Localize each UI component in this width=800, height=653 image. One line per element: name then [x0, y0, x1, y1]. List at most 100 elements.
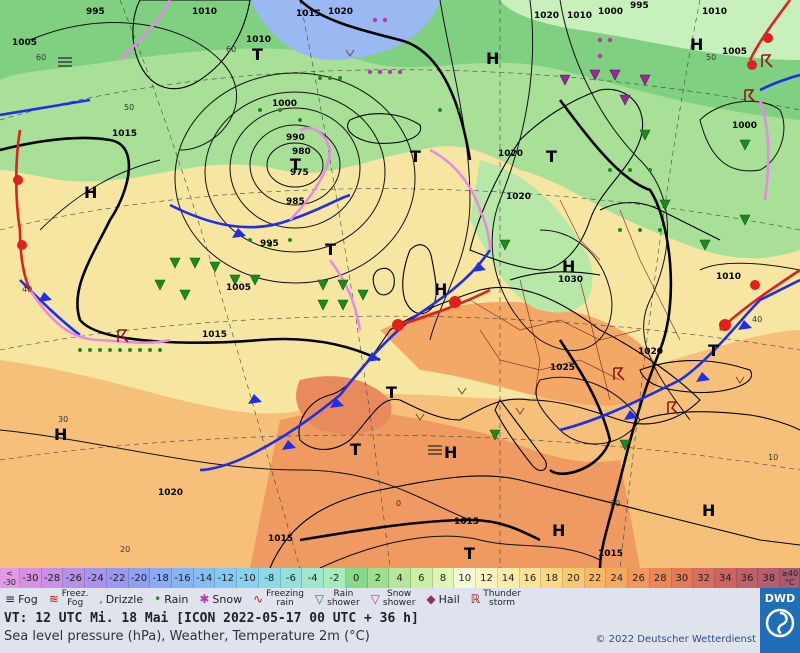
legend-thunderstorm-line2: storm [489, 598, 516, 608]
isobar-label: 990 [286, 133, 305, 143]
color-scale-step: 14 [497, 568, 520, 588]
occlusions [28, 0, 770, 345]
isobar-label: 1020 [498, 149, 523, 159]
color-scale-step: 26 [628, 568, 650, 588]
arctic-zone [250, 0, 440, 61]
isobar-label: 1010 [716, 272, 741, 282]
legend-snow-label: Snow [212, 592, 243, 606]
isobar-labels: 995 1010 1005 1015 1020 1010 1000 980 97… [12, 1, 757, 559]
high-pressure-center: H [54, 425, 67, 444]
warm-front-bumps [13, 33, 773, 331]
high-pressure-center: H [444, 443, 457, 462]
legend-thunderstorm-line1: Thunder [483, 589, 521, 599]
isobar-label: 1015 [112, 129, 137, 139]
legend-freezing-rain: ∿ Freezing rain [248, 590, 304, 608]
low-pressure-center: T [252, 45, 263, 64]
snow-shower-icon: ▽ [370, 592, 380, 606]
legend-rain-shower-line1: Rain [333, 589, 354, 599]
isobar-label: 1015 [268, 534, 293, 544]
legend-freezing-fog-line1: Freez. [61, 589, 89, 599]
isobar-label: 1015 [454, 517, 479, 527]
isobar-label: 1025 [550, 363, 575, 373]
latitude-label: 30 [58, 415, 68, 424]
color-scale-step: 28 [649, 568, 672, 588]
fog-symbols [58, 57, 442, 455]
thunderstorm-icon: ℝ [470, 592, 481, 606]
isobar-label: 985 [286, 197, 305, 207]
hot-zone-africa [250, 411, 640, 568]
isobar-label: 1005 [12, 38, 37, 48]
legend-fog: ≡ Fog [0, 592, 38, 606]
isobar-label: 1000 [732, 121, 757, 131]
isobar-label: 1020 [506, 192, 531, 202]
dust-symbols [345, 49, 745, 421]
legend-rain-shower: ▽ Rain shower [310, 590, 360, 608]
color-scale-step: -30 [20, 568, 42, 588]
color-scale-high-edge: ≥40 °C [780, 568, 800, 588]
legend-freezing-fog: ≋ Freez. Fog [44, 590, 89, 608]
latitude-label: 40 [22, 285, 32, 294]
isobar-label: 980 [292, 147, 311, 157]
graticule [0, 0, 800, 568]
color-scale-step: 6 [410, 568, 433, 588]
graticule-labels: 60 60 50 50 40 40 30 20 20 0 10 [22, 45, 778, 554]
isobar-label: 1020 [158, 488, 183, 498]
high-pressure-center: H [434, 280, 447, 299]
legend-freezing-rain-line2: rain [276, 598, 294, 608]
legend-snow-shower-line1: Snow [386, 589, 412, 599]
color-scale-step: 10 [454, 568, 477, 588]
dwd-logo: DWD [760, 588, 800, 653]
low-pressure-center: T [464, 544, 475, 563]
isobar-label: 1020 [534, 11, 559, 21]
low-pressure-center: T [708, 341, 719, 360]
color-scale-step: 16 [519, 568, 542, 588]
high-pressure-center: H [84, 183, 97, 202]
color-scale-step: -8 [258, 568, 281, 588]
drizzle-icon: ⸴ [99, 592, 103, 607]
legend-hail-label: Hail [438, 592, 460, 606]
color-scale-step: -20 [128, 568, 151, 588]
isobar-label: 1005 [722, 47, 747, 57]
color-scale-step: -26 [63, 568, 86, 588]
isobar-label: 1020 [328, 7, 353, 17]
high-pressure-center: H [486, 49, 499, 68]
isobar-label: 1015 [598, 549, 623, 559]
hail-icon: ◆ [426, 592, 436, 606]
freezing-rain-icon: ∿ [253, 592, 264, 606]
main-isobars [0, 0, 673, 568]
isobars [0, 0, 800, 568]
latitude-label: 50 [124, 103, 134, 112]
borders [469, 199, 681, 401]
longitude-label: 0 [396, 499, 401, 508]
isobar-label: 995 [260, 239, 279, 249]
rain-shower-icon: ▽ [314, 592, 325, 606]
color-scale-high-edge-text: °C [784, 578, 795, 587]
legend-freezing-fog-line2: Fog [67, 598, 84, 608]
warm-fronts [14, 0, 800, 331]
color-scale-step: -6 [280, 568, 303, 588]
valid-time: VT: 12 UTC Mi. 18 Mai [ICON 2022-05-17 0… [4, 611, 419, 626]
low-pressure-center: T [325, 240, 336, 259]
color-scale-step: -18 [150, 568, 173, 588]
color-scale-step: -22 [106, 568, 129, 588]
latitude-label: 50 [706, 53, 716, 62]
legend-snow: ✱ Snow [194, 592, 242, 606]
low-pressure-center: T [350, 440, 361, 459]
chart-footer: VT: 12 UTC Mi. 18 Mai [ICON 2022-05-17 0… [0, 610, 760, 653]
longitude-label: 10 [768, 453, 778, 462]
latitude-label: 60 [226, 45, 236, 54]
latitude-label: 60 [36, 53, 46, 62]
color-scale-step: -16 [172, 568, 194, 588]
legend-freezing-fog-label: Freez. Fog [62, 590, 89, 608]
weather-map: 995 1010 1005 1015 1020 1010 1000 980 97… [0, 0, 800, 568]
isobar-label: 1030 [558, 275, 583, 285]
isobar-label: 1010 [567, 11, 592, 21]
snow-shower-symbols [559, 69, 651, 106]
color-scale-step: -10 [237, 568, 259, 588]
latitude-label: 40 [752, 315, 762, 324]
pressure-centers: T T T T T T T T T H H H H H H H H H [54, 35, 719, 563]
legend-thunderstorm: ℝ Thunder storm [466, 590, 521, 608]
fog-icon: ≡ [5, 592, 16, 606]
latitude-label: 20 [120, 545, 130, 554]
